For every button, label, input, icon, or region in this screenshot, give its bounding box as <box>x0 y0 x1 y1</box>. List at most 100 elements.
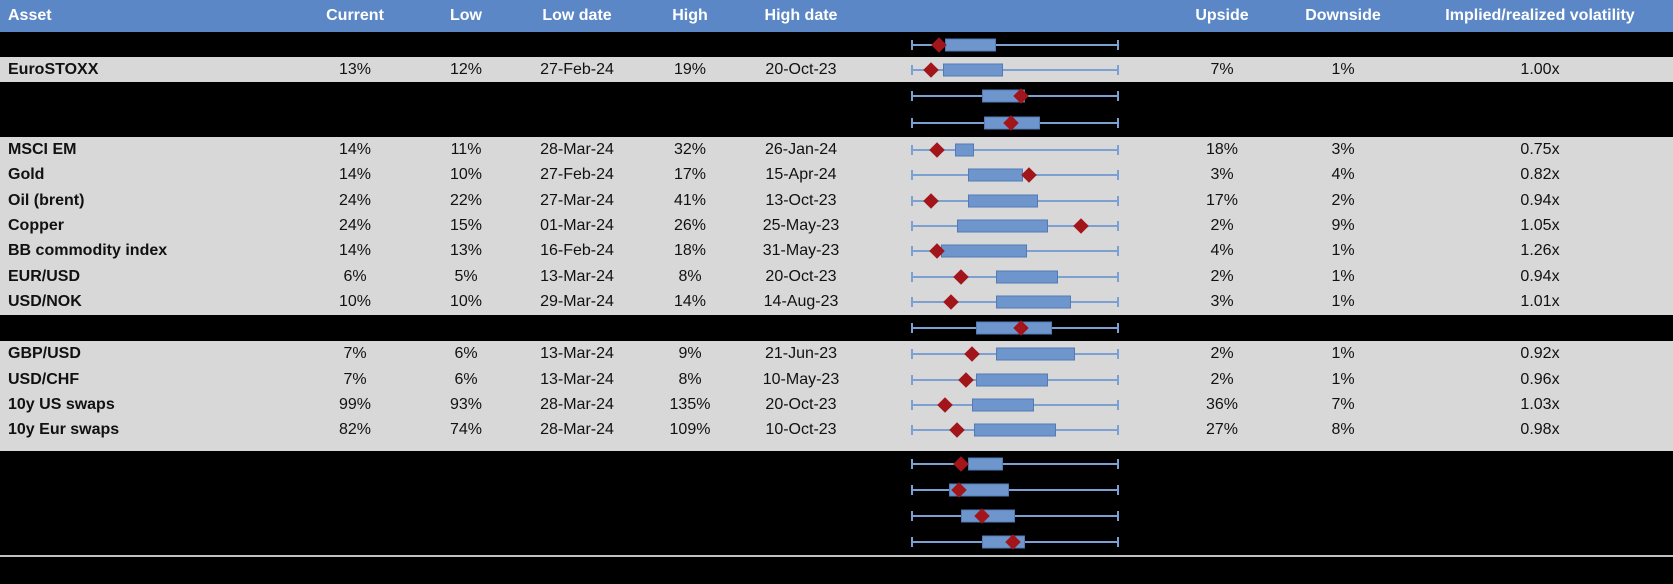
interquartile-box <box>942 63 1003 76</box>
redacted-row <box>0 503 1673 529</box>
interquartile-box <box>973 423 1057 437</box>
table-row[interactable]: Copper 24% 15% 01-Mar-24 26% 25-May-23 2% 9% 1.0… <box>0 213 1673 238</box>
whisker-cap-left <box>911 349 913 359</box>
table-header: Asset Current Low Low date High High date Upsi… <box>0 0 1673 32</box>
cell-current: 14% <box>338 166 372 183</box>
header-cell-iv-rv: Implied/realized volatility <box>1445 7 1635 24</box>
cell-downside: 8% <box>1331 421 1355 438</box>
table-row[interactable]: USD/NOK 10% 10% 29-Mar-24 14% 14-Aug-23 3% 1% 1.… <box>0 289 1673 315</box>
cell-low: 10% <box>449 166 483 183</box>
table-row[interactable]: 10y US swaps 99% 93% 28-Mar-24 135% 20-Oct-23… <box>0 392 1673 417</box>
cell-asset: Gold <box>8 166 45 183</box>
whisker-cap-left <box>911 511 913 521</box>
table-row[interactable]: EUR/USD 6% 5% 13-Mar-24 8% 20-Oct-23 2% 1% 0.94x <box>0 264 1673 289</box>
table-row[interactable]: USD/CHF 7% 6% 13-Mar-24 8% 10-May-23 2% 1% 0.96x <box>0 367 1673 392</box>
cell-low: 12% <box>449 60 483 78</box>
table-row[interactable]: Gold 14% 10% 27-Feb-24 17% 15-Apr-24 3% 4% 0.82x <box>0 162 1673 188</box>
cell-upside: 27% <box>1205 421 1239 438</box>
cell-iv-rv: 0.96x <box>1520 370 1560 388</box>
cell-upside: 3% <box>1210 293 1234 310</box>
cell-upside: 18% <box>1205 140 1239 158</box>
cell-high: 9% <box>678 345 702 362</box>
whisker-cap-right <box>1117 246 1119 256</box>
whisker-cap-left <box>911 64 913 75</box>
interquartile-box <box>967 194 1038 207</box>
cell-high: 8% <box>678 370 702 388</box>
cell-iv-rv: 1.26x <box>1520 242 1560 259</box>
whisker-cap-right <box>1117 399 1119 410</box>
header-cell-low: Low <box>450 7 482 24</box>
header-cell-low-date: Low date <box>542 7 612 24</box>
interquartile-box <box>955 143 974 156</box>
interquartile-box <box>967 168 1024 182</box>
cell-asset: MSCI EM <box>8 140 77 158</box>
cell-downside: 2% <box>1331 191 1355 209</box>
separator-line <box>0 555 1673 557</box>
cell-upside: 2% <box>1210 370 1234 388</box>
cell-low: 6% <box>454 345 478 362</box>
cell-high: 19% <box>673 60 707 78</box>
whisker-cap-right <box>1117 195 1119 206</box>
whisker-cap-right <box>1117 511 1119 521</box>
whisker-cap-left <box>911 374 913 385</box>
cell-downside: 7% <box>1331 395 1355 413</box>
cell-asset: 10y US swaps <box>8 395 115 413</box>
table-row[interactable]: 10y Eur swaps 82% 74% 28-Mar-24 109% 10-Oct-2… <box>0 417 1673 443</box>
cell-high: 17% <box>673 166 707 183</box>
whisker-cap-right <box>1117 220 1119 231</box>
cell-iv-rv: 0.98x <box>1520 421 1560 438</box>
whisker-line <box>912 489 1118 491</box>
cell-current: 24% <box>338 216 372 234</box>
table-row[interactable]: GBP/USD 7% 6% 13-Mar-24 9% 21-Jun-23 2% 1% 0.92x <box>0 341 1673 367</box>
cell-asset: Copper <box>8 216 64 234</box>
cell-asset: Oil (brent) <box>8 191 85 209</box>
cell-high-date: 31-May-23 <box>762 242 840 259</box>
current-marker-diamond <box>957 371 974 388</box>
cell-upside: 36% <box>1205 395 1239 413</box>
current-marker-diamond <box>949 422 966 438</box>
whisker-line <box>912 43 1118 46</box>
current-marker-diamond <box>928 141 945 158</box>
whisker-cap-right <box>1117 537 1119 547</box>
cell-asset: USD/NOK <box>8 293 82 310</box>
cell-asset: EUR/USD <box>8 267 81 285</box>
cell-high-date: 21-Jun-23 <box>764 345 838 362</box>
cell-current: 13% <box>338 60 372 78</box>
interquartile-box <box>944 38 997 51</box>
cell-iv-rv: 1.01x <box>1520 293 1560 310</box>
cell-low: 15% <box>449 216 483 234</box>
whisker-cap-left <box>911 399 913 410</box>
cell-asset: GBP/USD <box>8 345 81 362</box>
whisker-cap-right <box>1117 349 1119 359</box>
cell-iv-rv: 1.03x <box>1520 395 1560 413</box>
table-row[interactable]: EuroSTOXX 13% 12% 27-Feb-24 19% 20-Oct-23 7% 1%… <box>0 57 1673 82</box>
cell-low-date: 27-Feb-24 <box>540 166 614 183</box>
cell-downside: 1% <box>1331 345 1355 362</box>
cell-upside: 7% <box>1210 60 1234 78</box>
cell-current: 6% <box>343 267 367 285</box>
interquartile-box <box>940 244 1028 258</box>
cell-upside: 4% <box>1210 242 1234 259</box>
interquartile-box <box>957 219 1048 232</box>
whisker-cap-right <box>1117 170 1119 180</box>
whisker-cap-left <box>911 459 913 469</box>
whisker-cap-left <box>911 537 913 547</box>
table-row[interactable]: MSCI EM 14% 11% 28-Mar-24 32% 26-Jan-24 18% 3% 0… <box>0 137 1673 162</box>
redacted-row <box>0 451 1673 477</box>
cell-downside: 1% <box>1331 370 1355 388</box>
redacted-row <box>0 82 1673 109</box>
cell-asset: USD/CHF <box>8 370 80 388</box>
table-row[interactable]: BB commodity index 14% 13% 16-Feb-24 18% 31-M… <box>0 238 1673 264</box>
redacted-row <box>0 32 1673 57</box>
cell-downside: 1% <box>1331 242 1355 259</box>
cell-low-date: 28-Mar-24 <box>540 421 614 438</box>
whisker-cap-left <box>911 90 913 101</box>
table-row[interactable]: Oil (brent) 24% 22% 27-Mar-24 41% 13-Oct-23 17… <box>0 188 1673 213</box>
cell-high-date: 25-May-23 <box>762 216 840 234</box>
redacted-row <box>0 477 1673 503</box>
whisker-cap-right <box>1117 271 1119 282</box>
cell-low: 93% <box>449 395 483 413</box>
whisker-cap-left <box>911 425 913 435</box>
cell-high-date: 20-Oct-23 <box>765 395 837 413</box>
